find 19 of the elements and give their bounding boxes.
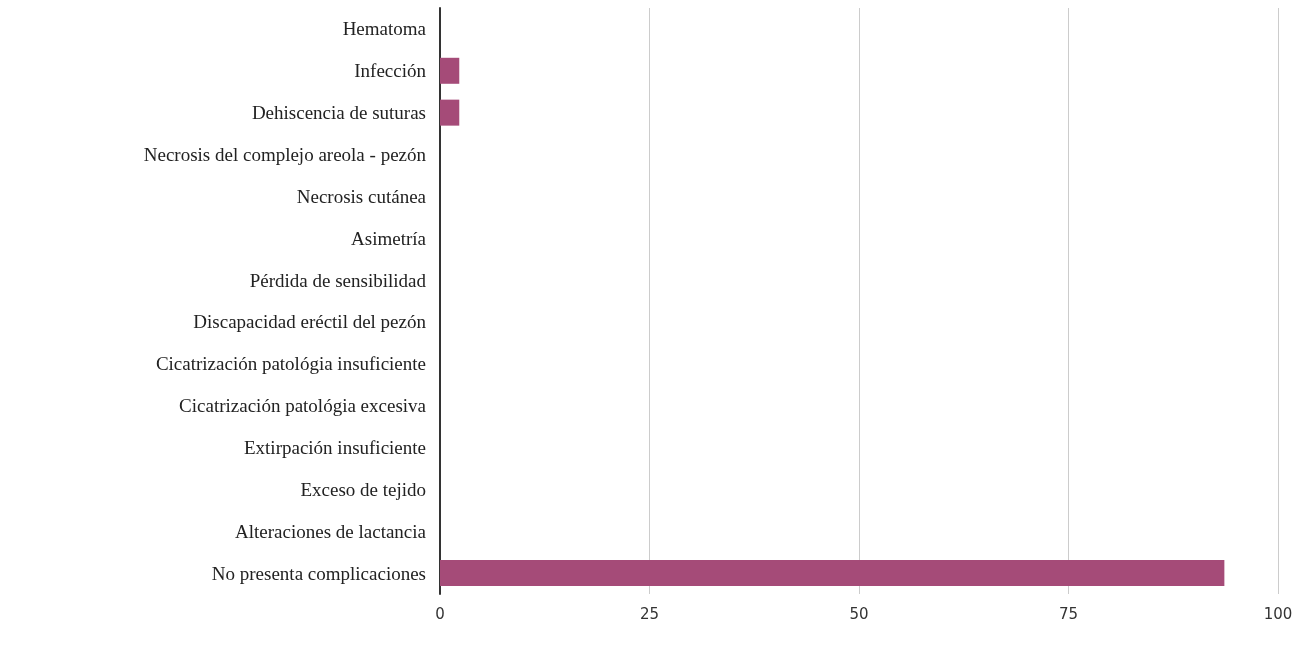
x-tick-label: 50: [849, 604, 869, 623]
y-tick-label: Infección: [354, 60, 427, 82]
y-tick-label: Pérdida de sensibilidad: [249, 269, 427, 291]
x-tick-label: 75: [1058, 604, 1079, 623]
y-tick-label: Asimetría: [351, 227, 427, 249]
x-tick-label: 100: [1263, 604, 1293, 623]
x-tick-label: 25: [639, 604, 660, 623]
y-tick-label: Alteraciones de lactancia: [235, 520, 427, 542]
x-tick-label: 0: [435, 604, 445, 623]
y-tick-label: Dehiscencia de suturas: [251, 102, 426, 124]
y-tick-label: Discapacidad eréctil del pezón: [193, 311, 427, 333]
y-tick-label: Extirpación insuficiente: [243, 437, 426, 458]
y-tick-label: Hematoma: [342, 18, 427, 40]
y-tick-label: No presenta complicaciones: [211, 562, 426, 584]
y-tick-label: Exceso de tejido: [300, 478, 426, 500]
y-tick-label: Cicatrización patológia insuficiente: [155, 353, 426, 375]
y-tick-label: Cicatrización patológia excesiva: [179, 395, 427, 417]
y-tick-label: Necrosis cutánea: [296, 185, 427, 207]
y-tick-label: Necrosis del complejo areola - pezón: [143, 144, 427, 165]
